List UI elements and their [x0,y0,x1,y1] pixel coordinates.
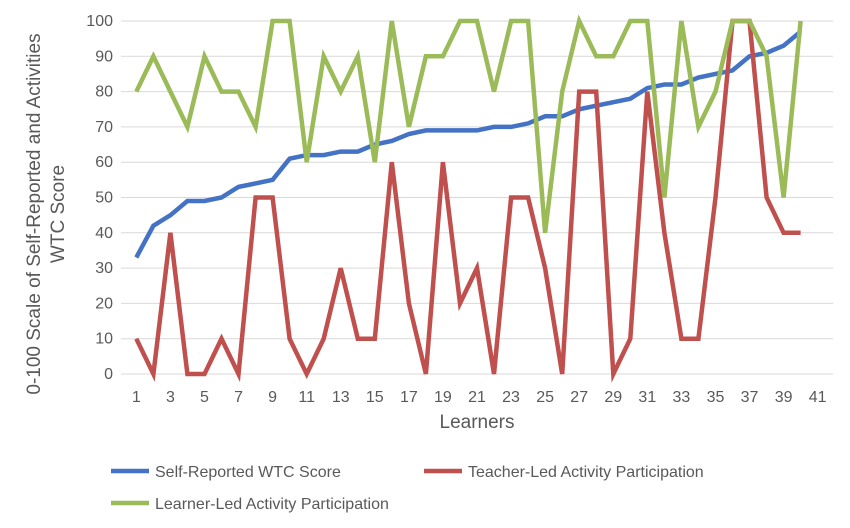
y-tick-label: 90 [95,48,113,65]
x-tick-label: 3 [166,389,175,406]
x-tick-label: 29 [604,389,622,406]
series-lines [134,14,803,383]
series-line-3 [134,14,803,234]
x-tick-label: 31 [638,389,656,406]
y-tick-label: 100 [86,13,113,30]
y-tick-label: 0 [104,366,113,383]
x-tick-label: 35 [707,389,725,406]
x-tick-label: 37 [741,389,759,406]
y-tick-label: 50 [95,190,113,207]
x-tick-label: 19 [434,389,452,406]
y-axis-ticks: 0 10 20 30 40 50 60 70 80 90 100 [86,13,113,383]
y-tick-label: 30 [95,260,113,277]
x-tick-label: 25 [536,389,554,406]
x-tick-label: 21 [468,389,486,406]
gridlines [121,20,833,340]
y-tick-label: 40 [95,225,113,242]
legend-label-1: Self-Reported WTC Score [155,464,341,481]
y-axis-title: 0-100 Scale of Self-Reported and Activit… [24,33,69,394]
y-tick-label: 60 [95,154,113,171]
x-tick-label: 1 [132,389,141,406]
x-tick-label: 15 [366,389,384,406]
y-axis-title-line-1: 0-100 Scale of Self-Reported and Activit… [24,33,45,394]
y-tick-label: 70 [95,119,113,136]
y-tick-label: 20 [95,295,113,312]
x-tick-label: 13 [332,389,350,406]
x-tick-label: 11 [298,389,315,406]
series-line-1 [134,29,803,259]
x-tick-label: 17 [400,389,418,406]
x-tick-label: 9 [268,389,277,406]
x-tick-label: 41 [809,389,827,406]
series-line-2 [134,18,801,383]
legend: Self-Reported WTC Score Teacher-Led Activ… [111,464,704,513]
x-tick-label: 33 [673,389,691,406]
legend-label-3: Learner-Led Activity Participation [155,496,389,513]
x-axis-ticks: 1 3 5 7 9 11 13 15 17 19 21 23 25 27 29 31 33 35 37 39 41 [132,389,827,406]
y-tick-label: 80 [95,84,113,101]
x-tick-label: 27 [570,389,588,406]
x-tick-label: 7 [234,389,243,406]
y-axis-title-line-2: WTC Score [48,165,69,263]
legend-label-2: Teacher-Led Activity Participation [468,464,704,481]
x-tick-label: 39 [775,389,793,406]
x-axis-title: Learners [440,412,515,433]
x-tick-label: 23 [502,389,520,406]
y-tick-label: 10 [95,331,113,348]
x-tick-label: 5 [200,389,209,406]
